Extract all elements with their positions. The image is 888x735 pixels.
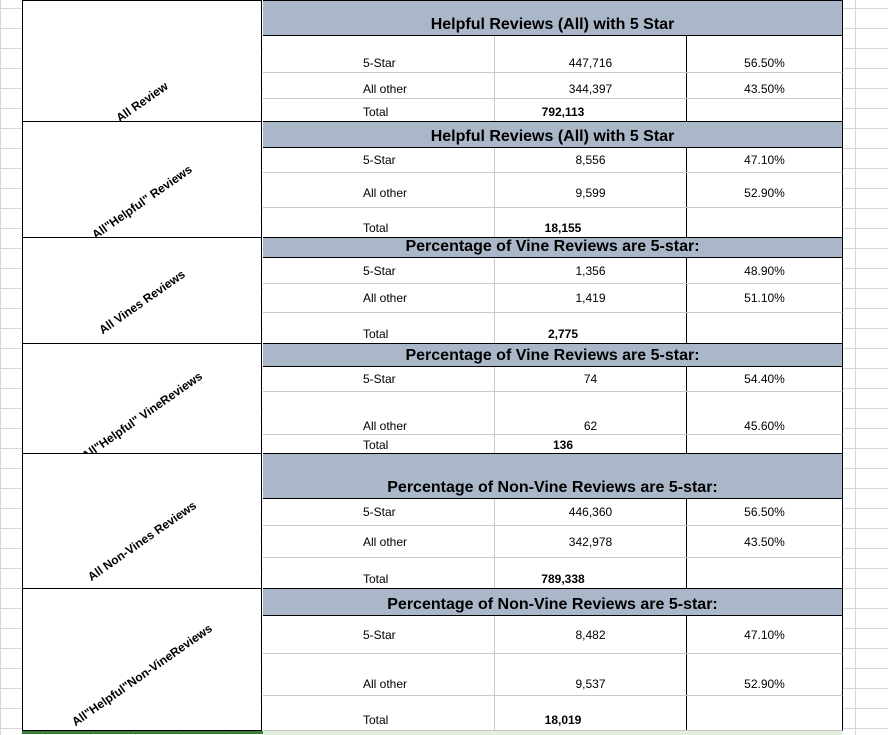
table-row[interactable]: All other 9,537 52.90% <box>263 654 843 696</box>
row-label-text: All"Helpful"Non-VineReviews <box>69 621 215 729</box>
total-value: 789,338 <box>541 572 585 586</box>
table-block-vine-reviews: All Vines Reviews Percentage of Vine Rev… <box>22 237 843 344</box>
row-label: Total <box>363 105 389 119</box>
row-label-cell[interactable]: All Review <box>22 0 262 122</box>
table-row[interactable]: All other 344,397 43.50% <box>263 73 843 99</box>
table-row[interactable]: All other 1,419 51.10% <box>263 284 843 313</box>
table-title[interactable]: Helpful Reviews (All) with 5 Star <box>263 121 843 148</box>
table-row[interactable]: All other 342,978 43.50% <box>263 526 843 558</box>
row-label: 5-Star <box>363 505 396 519</box>
table-row[interactable]: All other 9,599 52.90% <box>263 173 843 208</box>
percent-value: 48.90% <box>744 263 785 278</box>
table-title[interactable]: Percentage of Vine Reviews are 5-star: <box>263 343 843 367</box>
percent-value: 43.50% <box>744 82 785 96</box>
percent-value: 43.50% <box>744 535 785 549</box>
table-row[interactable]: 5-Star 446,360 56.50% <box>263 499 843 526</box>
row-label-cell[interactable]: All"Helpful" VineReviews <box>22 343 262 454</box>
row-label: All other <box>363 82 408 96</box>
row-label-cell[interactable]: All"Helpful"Non-VineReviews <box>22 588 262 731</box>
row-label: 5-Star <box>363 263 396 278</box>
table-block-helpful-non-vine-reviews: All"Helpful"Non-VineReviews Percentage o… <box>22 588 843 731</box>
table-row[interactable]: 5-Star 8,482 47.10% <box>263 616 843 654</box>
table-title[interactable]: Percentage of Non-Vine Reviews are 5-sta… <box>263 588 843 616</box>
row-label: 5-Star <box>363 153 396 167</box>
row-label: Total <box>363 572 389 586</box>
percent-value: 45.60% <box>744 419 785 433</box>
row-label-text: All"Helpful" Reviews <box>89 162 195 238</box>
table-row-total[interactable]: Total 2,775 <box>263 313 843 344</box>
table-row-total[interactable]: Total 18,155 <box>263 208 843 238</box>
table-block-helpful-vine-reviews: All"Helpful" VineReviews Percentage of V… <box>22 343 843 454</box>
percent-value: 51.10% <box>744 291 785 305</box>
spreadsheet-area: All Review Helpful Reviews (All) with 5 … <box>22 0 844 735</box>
row-label: All other <box>363 677 408 691</box>
total-value: 2,775 <box>547 327 579 341</box>
percent-value: 52.90% <box>744 677 785 691</box>
total-value: 792,113 <box>541 105 585 119</box>
table-title[interactable]: Helpful Reviews (All) with 5 Star <box>263 0 843 36</box>
table-row-total[interactable]: Total 18,019 <box>263 696 843 731</box>
row-label: All other <box>363 535 408 549</box>
row-label: Total <box>363 327 389 341</box>
row-label-text: All"Helpful" VineReviews <box>79 369 205 454</box>
percent-value: 47.10% <box>744 627 785 642</box>
row-label-text: All Review <box>113 79 171 122</box>
percent-value: 56.50% <box>744 56 785 70</box>
selected-range-fill[interactable] <box>263 731 843 735</box>
total-value: 136 <box>552 438 574 452</box>
row-label: All other <box>363 291 408 305</box>
row-label: 5-Star <box>363 56 396 70</box>
table-block-helpful-reviews: All"Helpful" Reviews Helpful Reviews (Al… <box>22 121 843 238</box>
table-block-non-vine-reviews: All Non-Vines Reviews Percentage of Non-… <box>22 453 843 589</box>
table-row-total[interactable]: Total 789,338 <box>263 558 843 589</box>
row-label: 5-Star <box>363 627 396 642</box>
row-label-text: All Non-Vines Reviews <box>85 498 199 584</box>
percent-value: 56.50% <box>744 505 785 519</box>
selected-cell-border[interactable] <box>22 731 263 734</box>
count-value: 1,356 <box>575 263 606 278</box>
table-row[interactable]: 5-Star 447,716 56.50% <box>263 36 843 73</box>
table-row[interactable]: 5-Star 1,356 48.90% <box>263 258 843 284</box>
table-row-total[interactable]: Total 792,113 <box>263 99 843 122</box>
percent-value: 47.10% <box>744 153 785 167</box>
table-title[interactable]: Percentage of Vine Reviews are 5-star: <box>263 237 843 258</box>
table-row-total[interactable]: Total 136 <box>263 435 843 454</box>
row-label: 5-Star <box>363 372 396 386</box>
row-label-text: All Vines Reviews <box>96 267 188 337</box>
count-value: 1,419 <box>575 291 606 305</box>
row-label-cell[interactable]: All Vines Reviews <box>22 237 262 344</box>
count-value: 447,716 <box>568 56 613 70</box>
table-block-all-review: All Review Helpful Reviews (All) with 5 … <box>22 0 843 122</box>
count-value: 342,978 <box>568 535 613 549</box>
row-label-cell[interactable]: All Non-Vines Reviews <box>22 453 262 589</box>
count-value: 9,537 <box>575 677 606 691</box>
count-value: 344,397 <box>568 82 613 96</box>
percent-value: 52.90% <box>744 186 785 200</box>
table-title[interactable]: Percentage of Non-Vine Reviews are 5-sta… <box>263 453 843 499</box>
row-label-cell[interactable]: All"Helpful" Reviews <box>22 121 262 238</box>
count-value: 446,360 <box>568 505 613 519</box>
count-value: 74 <box>583 372 598 386</box>
table-row[interactable]: 5-Star 8,556 47.10% <box>263 148 843 173</box>
table-row[interactable]: All other 62 45.60% <box>263 392 843 435</box>
total-value: 18,155 <box>544 221 582 235</box>
count-value: 8,482 <box>575 627 606 642</box>
count-value: 8,556 <box>575 153 606 167</box>
count-value: 62 <box>583 419 598 433</box>
row-label: Total <box>363 438 389 452</box>
row-label: All other <box>363 419 408 433</box>
row-label: Total <box>363 221 389 235</box>
row-label: Total <box>363 713 389 727</box>
table-row[interactable]: 5-Star 74 54.40% <box>263 367 843 392</box>
percent-value: 54.40% <box>744 372 785 386</box>
total-value: 18,019 <box>544 713 582 727</box>
count-value: 9,599 <box>575 186 606 200</box>
row-label: All other <box>363 186 408 200</box>
